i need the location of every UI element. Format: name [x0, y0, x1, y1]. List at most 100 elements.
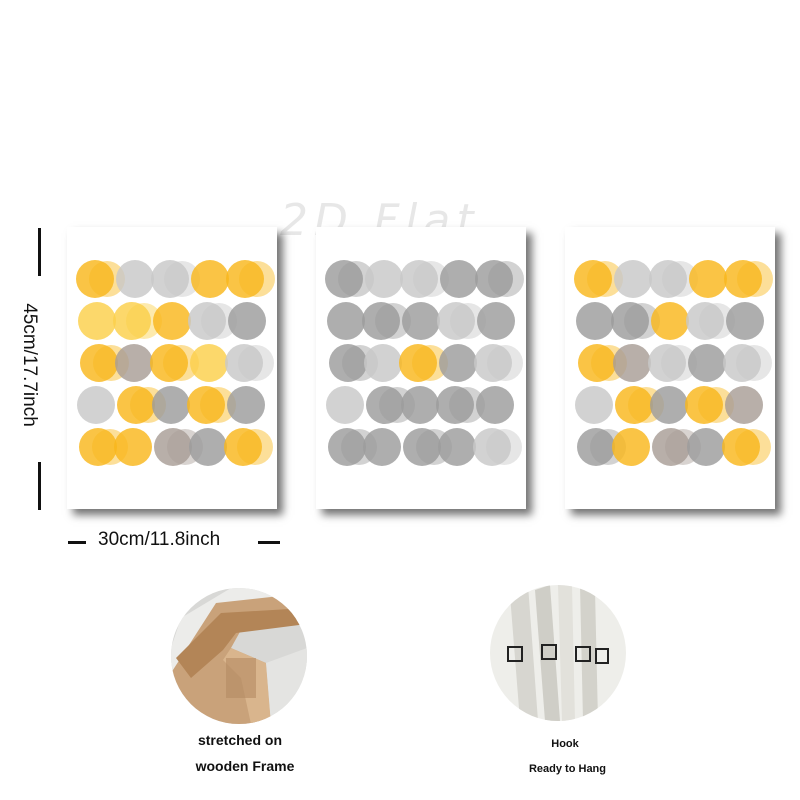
watercolor-circle-overlap: [239, 261, 275, 297]
watercolor-circle: [114, 428, 152, 466]
hook-caption-line2: Ready to Hang: [528, 763, 606, 775]
watercolor-circle: [188, 302, 226, 340]
watercolor-circle: [153, 302, 191, 340]
watercolor-circle: [117, 386, 155, 424]
watercolor-circle: [648, 344, 686, 382]
watercolor-circle-overlap: [89, 261, 125, 297]
watercolor-circle: [224, 428, 262, 466]
watercolor-circle-overlap: [413, 261, 449, 297]
height-dimension-line-bottom: [38, 462, 41, 510]
watercolor-circle-overlap: [661, 345, 697, 381]
watercolor-circle: [399, 344, 437, 382]
watercolor-circle: [401, 386, 439, 424]
watercolor-circle-overlap: [338, 261, 374, 297]
watercolor-circle: [327, 302, 365, 340]
canvas-panel-left: [67, 227, 277, 509]
watercolor-circle-overlap: [486, 429, 522, 465]
watercolor-circle: [78, 302, 116, 340]
watercolor-circles-right: [574, 260, 773, 466]
watercolor-circle: [651, 302, 689, 340]
canvas-panel-right: [565, 227, 775, 509]
watercolor-circle-overlap: [164, 261, 200, 297]
watercolor-circle: [652, 428, 690, 466]
height-dimension-label: 45cm/17.7inch: [19, 303, 40, 427]
watercolor-circle: [227, 386, 265, 424]
watercolor-circle-overlap: [698, 387, 734, 423]
watercolor-circles-left: [76, 260, 275, 466]
watercolor-circle-overlap: [737, 261, 773, 297]
watercolor-circle: [437, 302, 475, 340]
watercolor-circle: [328, 428, 366, 466]
watercolor-circle-overlap: [237, 429, 273, 465]
watercolor-circle: [724, 260, 762, 298]
watercolor-circle: [650, 386, 688, 424]
width-dimension-line-left: [68, 541, 86, 544]
watercolor-circle-overlap: [624, 303, 660, 339]
height-dimension-line-top: [38, 228, 41, 276]
watercolor-circle: [576, 302, 614, 340]
watercolor-circle: [363, 428, 401, 466]
watercolor-circle-overlap: [201, 303, 237, 339]
watercolor-circle: [614, 260, 652, 298]
watercolor-circle: [116, 260, 154, 298]
watercolor-circle-overlap: [699, 303, 735, 339]
wooden-frame-caption-line2: wooden Frame: [195, 758, 295, 774]
watercolor-circle-overlap: [487, 345, 523, 381]
watercolor-circle: [113, 302, 151, 340]
watercolor-circle: [475, 260, 513, 298]
watercolor-circle: [366, 386, 404, 424]
watercolor-circle: [402, 302, 440, 340]
watercolor-circle-overlap: [662, 261, 698, 297]
watercolor-circle-overlap: [126, 303, 162, 339]
watercolor-circle: [611, 302, 649, 340]
watercolor-circle: [400, 260, 438, 298]
watercolor-circle: [476, 386, 514, 424]
watercolor-circle: [154, 428, 192, 466]
watercolor-circle: [723, 344, 761, 382]
watercolor-circle: [151, 260, 189, 298]
watercolor-circle: [79, 428, 117, 466]
watercolor-circle-overlap: [412, 345, 448, 381]
watercolor-circle: [439, 344, 477, 382]
watercolor-circle-overlap: [587, 261, 623, 297]
watercolor-circle: [649, 260, 687, 298]
watercolor-circle: [613, 344, 651, 382]
watercolor-circle: [150, 344, 188, 382]
watercolor-circle: [440, 260, 478, 298]
watercolor-circle: [688, 344, 726, 382]
watercolor-circle: [615, 386, 653, 424]
watercolor-circle: [115, 344, 153, 382]
watercolor-circle: [189, 428, 227, 466]
hook-photo: [490, 585, 626, 721]
watercolor-circle: [578, 344, 616, 382]
watercolor-circle: [686, 302, 724, 340]
watercolor-circle: [403, 428, 441, 466]
watercolor-circle-overlap: [736, 345, 772, 381]
watercolor-circle-overlap: [200, 387, 236, 423]
wooden-frame-photo: [171, 588, 307, 724]
watercolor-circle: [187, 386, 225, 424]
watercolor-circle: [77, 386, 115, 424]
width-dimension-line-right: [258, 541, 280, 544]
watercolor-circle: [226, 260, 264, 298]
watercolor-circle: [725, 386, 763, 424]
watercolor-circle-overlap: [375, 303, 411, 339]
watercolor-circle: [612, 428, 650, 466]
watercolor-circle: [473, 428, 511, 466]
watercolor-circle: [689, 260, 727, 298]
watercolor-circle: [191, 260, 229, 298]
watercolor-circle: [722, 428, 760, 466]
watercolor-circle: [574, 260, 612, 298]
hook-caption-line1: Hook: [551, 738, 579, 750]
watercolor-circle: [225, 344, 263, 382]
watercolor-circle: [364, 344, 402, 382]
watercolor-circle: [365, 260, 403, 298]
watercolor-circle: [80, 344, 118, 382]
watercolor-circle: [326, 386, 364, 424]
watercolor-circle-overlap: [450, 303, 486, 339]
watercolor-circle: [228, 302, 266, 340]
watercolor-circle-overlap: [735, 429, 771, 465]
watercolor-circle-overlap: [488, 261, 524, 297]
watercolor-circles-middle: [325, 260, 524, 466]
watercolor-circle: [325, 260, 363, 298]
